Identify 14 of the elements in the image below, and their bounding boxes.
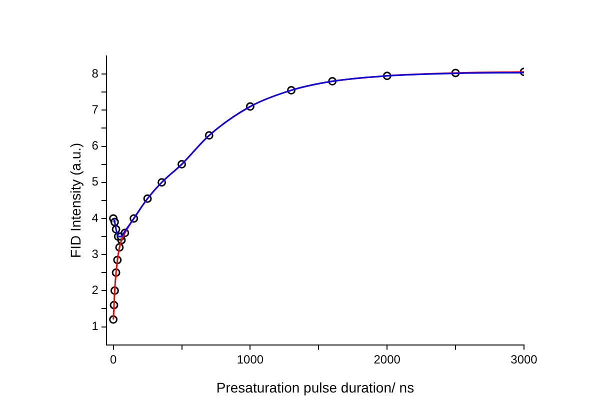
y-axis-title: FID Intensity (a.u.)	[67, 142, 84, 258]
y-tick-label: 4	[92, 210, 99, 225]
x-tick-label: 3000	[510, 352, 538, 366]
y-tick-label: 1	[92, 319, 99, 334]
x-tick-label: 1000	[236, 352, 264, 366]
x-tick-label: 0	[110, 352, 117, 366]
y-tick-label: 3	[92, 246, 99, 261]
x-axis-title: Presaturation pulse duration/ ns	[216, 379, 414, 396]
y-tick-label: 5	[92, 174, 99, 189]
y-tick-label: 6	[92, 138, 99, 153]
y-tick-label: 2	[92, 282, 99, 297]
y-tick-label: 8	[92, 66, 99, 80]
x-tick-label: 2000	[374, 352, 401, 366]
y-tick-label: 7	[92, 102, 99, 116]
